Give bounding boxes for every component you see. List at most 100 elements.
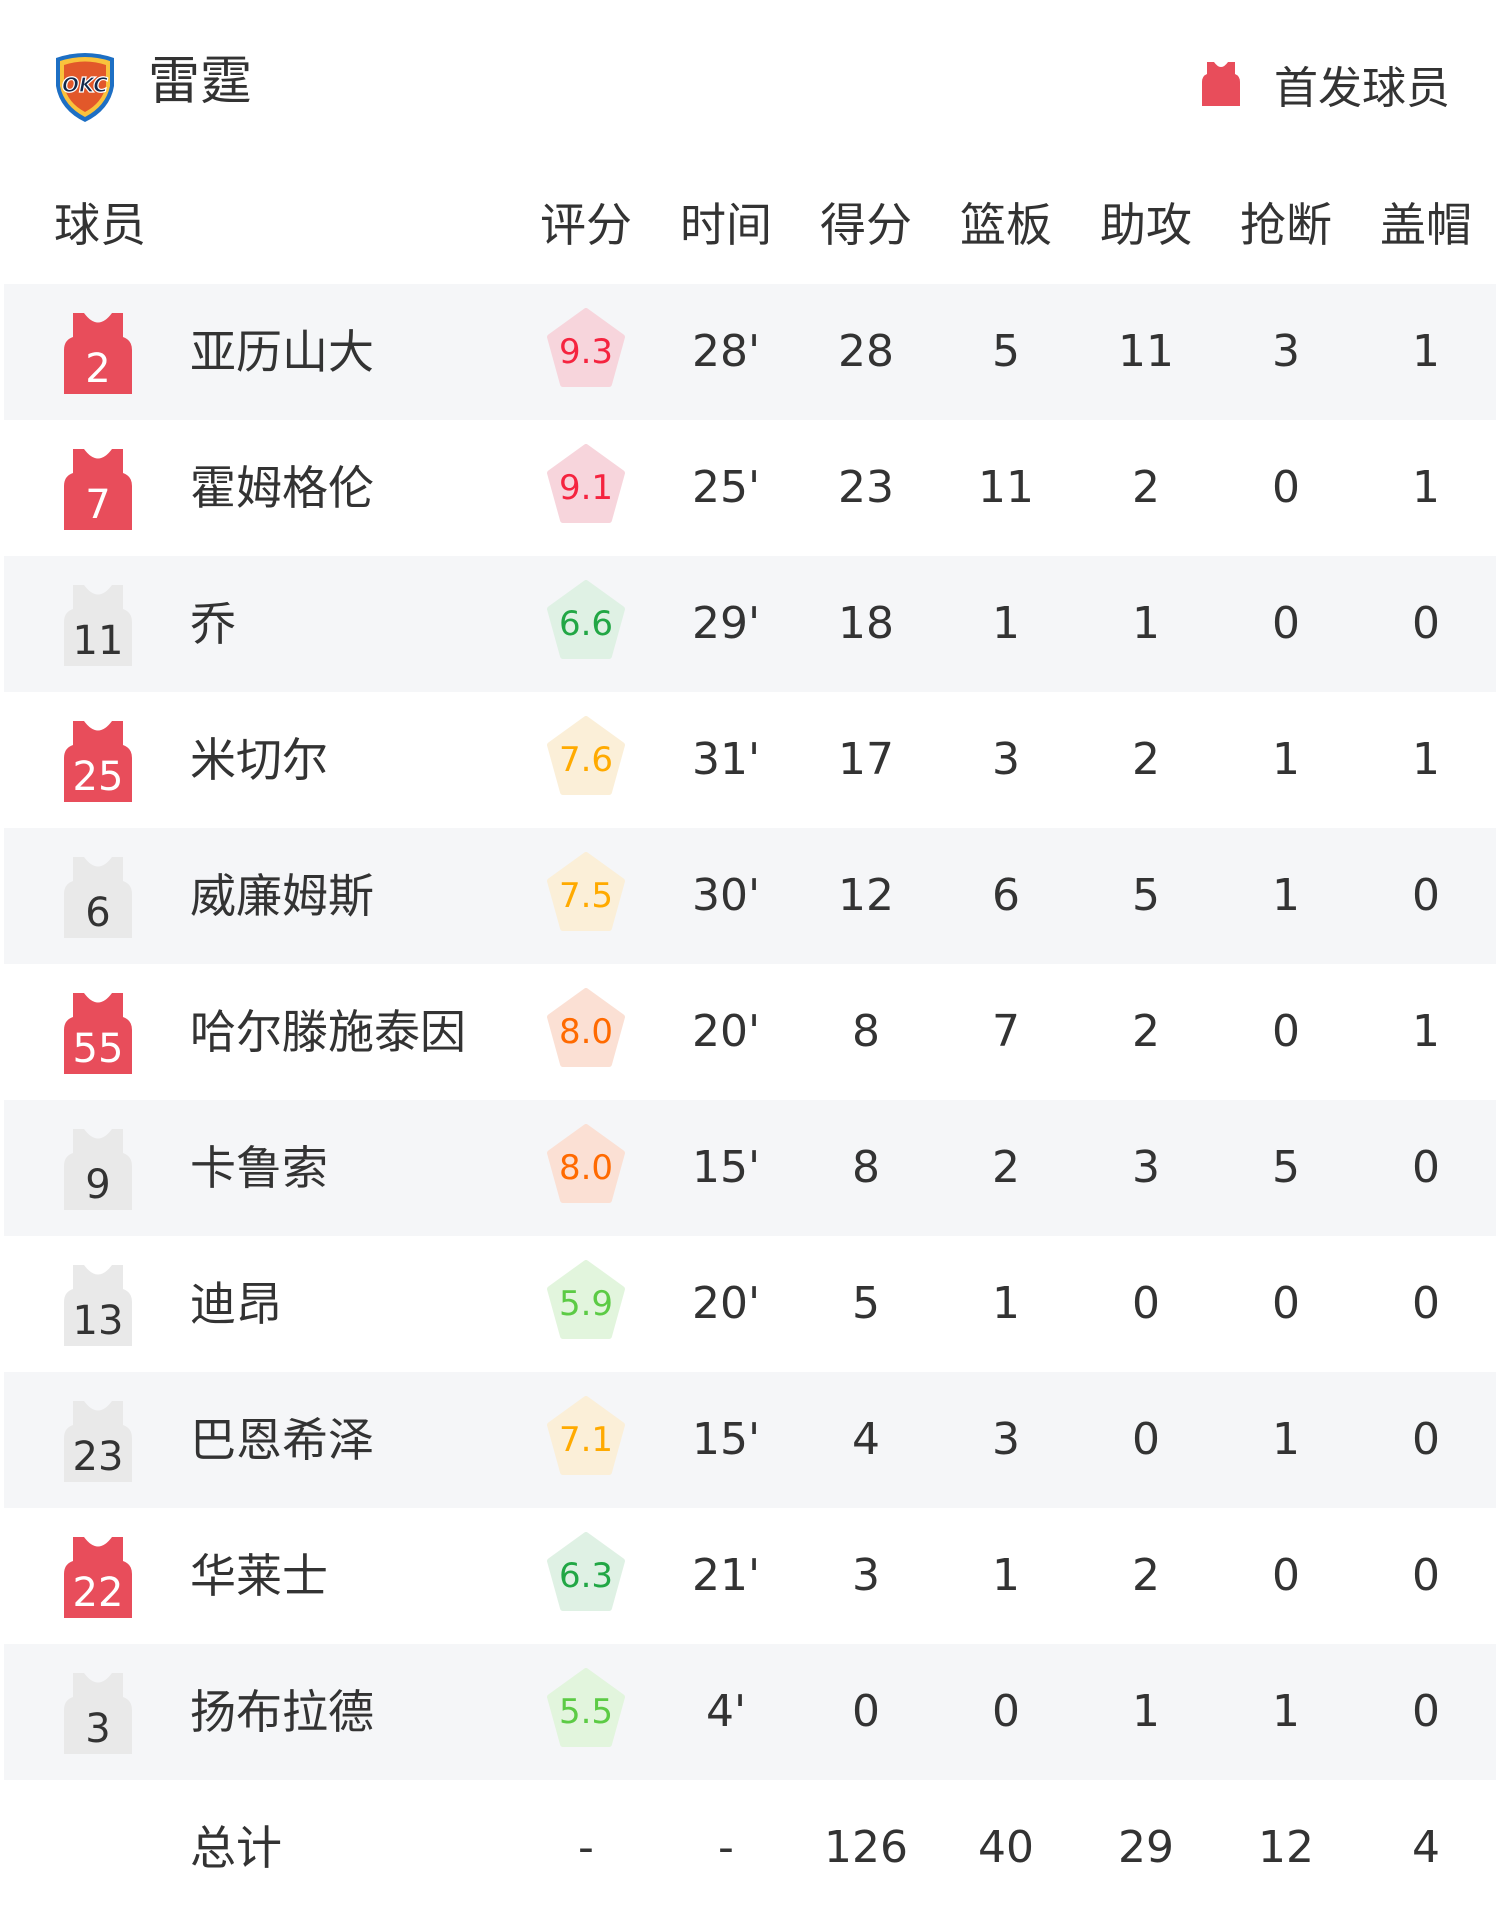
stat-blocks: 0	[1412, 1686, 1440, 1737]
stat-blocks: 1	[1412, 734, 1440, 785]
header-assists[interactable]: 助攻	[1100, 198, 1192, 252]
rating-badge: 7.1	[546, 1396, 626, 1478]
rating-badge: 8.0	[546, 1124, 626, 1206]
jersey-icon	[1202, 62, 1240, 106]
player-name[interactable]: 哈尔滕施泰因	[190, 1005, 466, 1059]
stat-steals: 0	[1272, 598, 1300, 649]
stat-assists: 0	[1132, 1414, 1160, 1465]
team-name: 雷霆	[148, 52, 253, 112]
player-row[interactable]: 6 威廉姆斯 7.5 30' 12 6 5 1 0	[4, 828, 1496, 964]
player-name[interactable]: 迪昂	[190, 1277, 282, 1331]
totals-label: 总计	[190, 1821, 282, 1875]
player-row[interactable]: 25 米切尔 7.6 31' 17 3 2 1 1	[4, 692, 1496, 828]
stat-points: 17	[838, 734, 894, 785]
totals-points: 126	[824, 1822, 908, 1873]
rating-value: 8.0	[558, 1012, 614, 1052]
stat-blocks: 0	[1412, 1414, 1440, 1465]
player-row[interactable]: 22 华莱士 6.3 21' 3 1 2 0 0	[4, 1508, 1496, 1644]
stat-rebounds: 1	[992, 1278, 1020, 1329]
jersey-number: 23	[72, 1434, 124, 1480]
rating-value: 7.5	[558, 876, 614, 916]
stat-steals: 0	[1272, 1006, 1300, 1057]
rating-value: 9.3	[558, 332, 614, 372]
stat-time: 29'	[691, 598, 761, 649]
header-blocks[interactable]: 盖帽	[1380, 198, 1472, 252]
rating-badge: 5.5	[546, 1668, 626, 1750]
stat-steals: 1	[1272, 870, 1300, 921]
stat-steals: 0	[1272, 462, 1300, 513]
table-header: 球员 评分 时间 得分 篮板 助攻 抢断 盖帽	[0, 190, 1500, 260]
jersey-number: 9	[85, 1162, 111, 1208]
totals-time: -	[718, 1822, 734, 1873]
player-row[interactable]: 9 卡鲁索 8.0 15' 8 2 3 5 0	[4, 1100, 1496, 1236]
stat-steals: 0	[1272, 1550, 1300, 1601]
stat-assists: 11	[1118, 326, 1174, 377]
starter-legend: 首发球员	[1198, 52, 1450, 116]
jersey-icon: 22	[62, 1534, 134, 1620]
jersey-number: 7	[85, 482, 111, 528]
rating-badge: 9.1	[546, 444, 626, 526]
totals-blocks: 4	[1412, 1822, 1440, 1873]
player-row[interactable]: 23 巴恩希泽 7.1 15' 4 3 0 1 0	[4, 1372, 1496, 1508]
header-points[interactable]: 得分	[820, 198, 912, 252]
totals-steals: 12	[1258, 1822, 1314, 1873]
totals-row: 总计 - - 126 40 29 12 4	[4, 1780, 1496, 1916]
stat-rebounds: 5	[992, 326, 1020, 377]
header-rebounds[interactable]: 篮板	[960, 198, 1052, 252]
stat-rebounds: 1	[992, 1550, 1020, 1601]
jersey-icon: 9	[62, 1126, 134, 1212]
stat-points: 8	[852, 1142, 880, 1193]
header-rating[interactable]: 评分	[540, 198, 632, 252]
jersey-number: 11	[72, 618, 124, 664]
stat-blocks: 1	[1412, 1006, 1440, 1057]
jersey-number: 2	[85, 346, 111, 392]
header-player: 球员	[54, 198, 146, 252]
player-row[interactable]: 7 霍姆格伦 9.1 25' 23 11 2 0 1	[4, 420, 1496, 556]
player-name[interactable]: 扬布拉德	[190, 1685, 374, 1739]
stat-points: 28	[838, 326, 894, 377]
stat-time: 21'	[691, 1550, 761, 1601]
stat-assists: 5	[1132, 870, 1160, 921]
stat-points: 18	[838, 598, 894, 649]
jersey-icon: 3	[62, 1670, 134, 1756]
stat-assists: 2	[1132, 462, 1160, 513]
player-name[interactable]: 乔	[190, 597, 236, 651]
totals-assists: 29	[1118, 1822, 1174, 1873]
jersey-number: 13	[72, 1298, 124, 1344]
player-name[interactable]: 威廉姆斯	[190, 869, 374, 923]
stat-steals: 1	[1272, 1414, 1300, 1465]
player-row[interactable]: 3 扬布拉德 5.5 4' 0 0 1 1 0	[4, 1644, 1496, 1780]
player-name[interactable]: 米切尔	[190, 733, 328, 787]
player-name[interactable]: 亚历山大	[190, 325, 374, 379]
stat-points: 4	[852, 1414, 880, 1465]
rating-value: 7.6	[558, 740, 614, 780]
stat-steals: 1	[1272, 1686, 1300, 1737]
jersey-number: 22	[72, 1570, 124, 1616]
stat-steals: 0	[1272, 1278, 1300, 1329]
player-name[interactable]: 霍姆格伦	[190, 461, 374, 515]
stat-time: 20'	[691, 1006, 761, 1057]
stat-time: 15'	[691, 1142, 761, 1193]
player-name[interactable]: 华莱士	[190, 1549, 328, 1603]
player-row[interactable]: 13 迪昂 5.9 20' 5 1 0 0 0	[4, 1236, 1496, 1372]
stat-assists: 2	[1132, 1550, 1160, 1601]
player-name[interactable]: 卡鲁索	[190, 1141, 328, 1195]
rating-badge: 7.5	[546, 852, 626, 934]
rating-value: 8.0	[558, 1148, 614, 1188]
legend-label: 首发球员	[1274, 63, 1450, 114]
stat-assists: 2	[1132, 1006, 1160, 1057]
rating-badge: 5.9	[546, 1260, 626, 1342]
player-row[interactable]: 55 哈尔滕施泰因 8.0 20' 8 7 2 0 1	[4, 964, 1496, 1100]
header-steals[interactable]: 抢断	[1240, 198, 1332, 252]
stat-time: 31'	[691, 734, 761, 785]
logo-text: OKC	[62, 73, 108, 97]
player-name[interactable]: 巴恩希泽	[190, 1413, 374, 1467]
jersey-number: 3	[85, 1706, 111, 1752]
player-row[interactable]: 11 乔 6.6 29' 18 1 1 0 0	[4, 556, 1496, 692]
player-row[interactable]: 2 亚历山大 9.3 28' 28 5 11 3 1	[4, 284, 1496, 420]
header-time[interactable]: 时间	[680, 198, 772, 252]
stat-rebounds: 7	[992, 1006, 1020, 1057]
stat-blocks: 0	[1412, 1278, 1440, 1329]
jersey-number: 6	[85, 890, 111, 936]
rating-badge: 9.3	[546, 308, 626, 390]
